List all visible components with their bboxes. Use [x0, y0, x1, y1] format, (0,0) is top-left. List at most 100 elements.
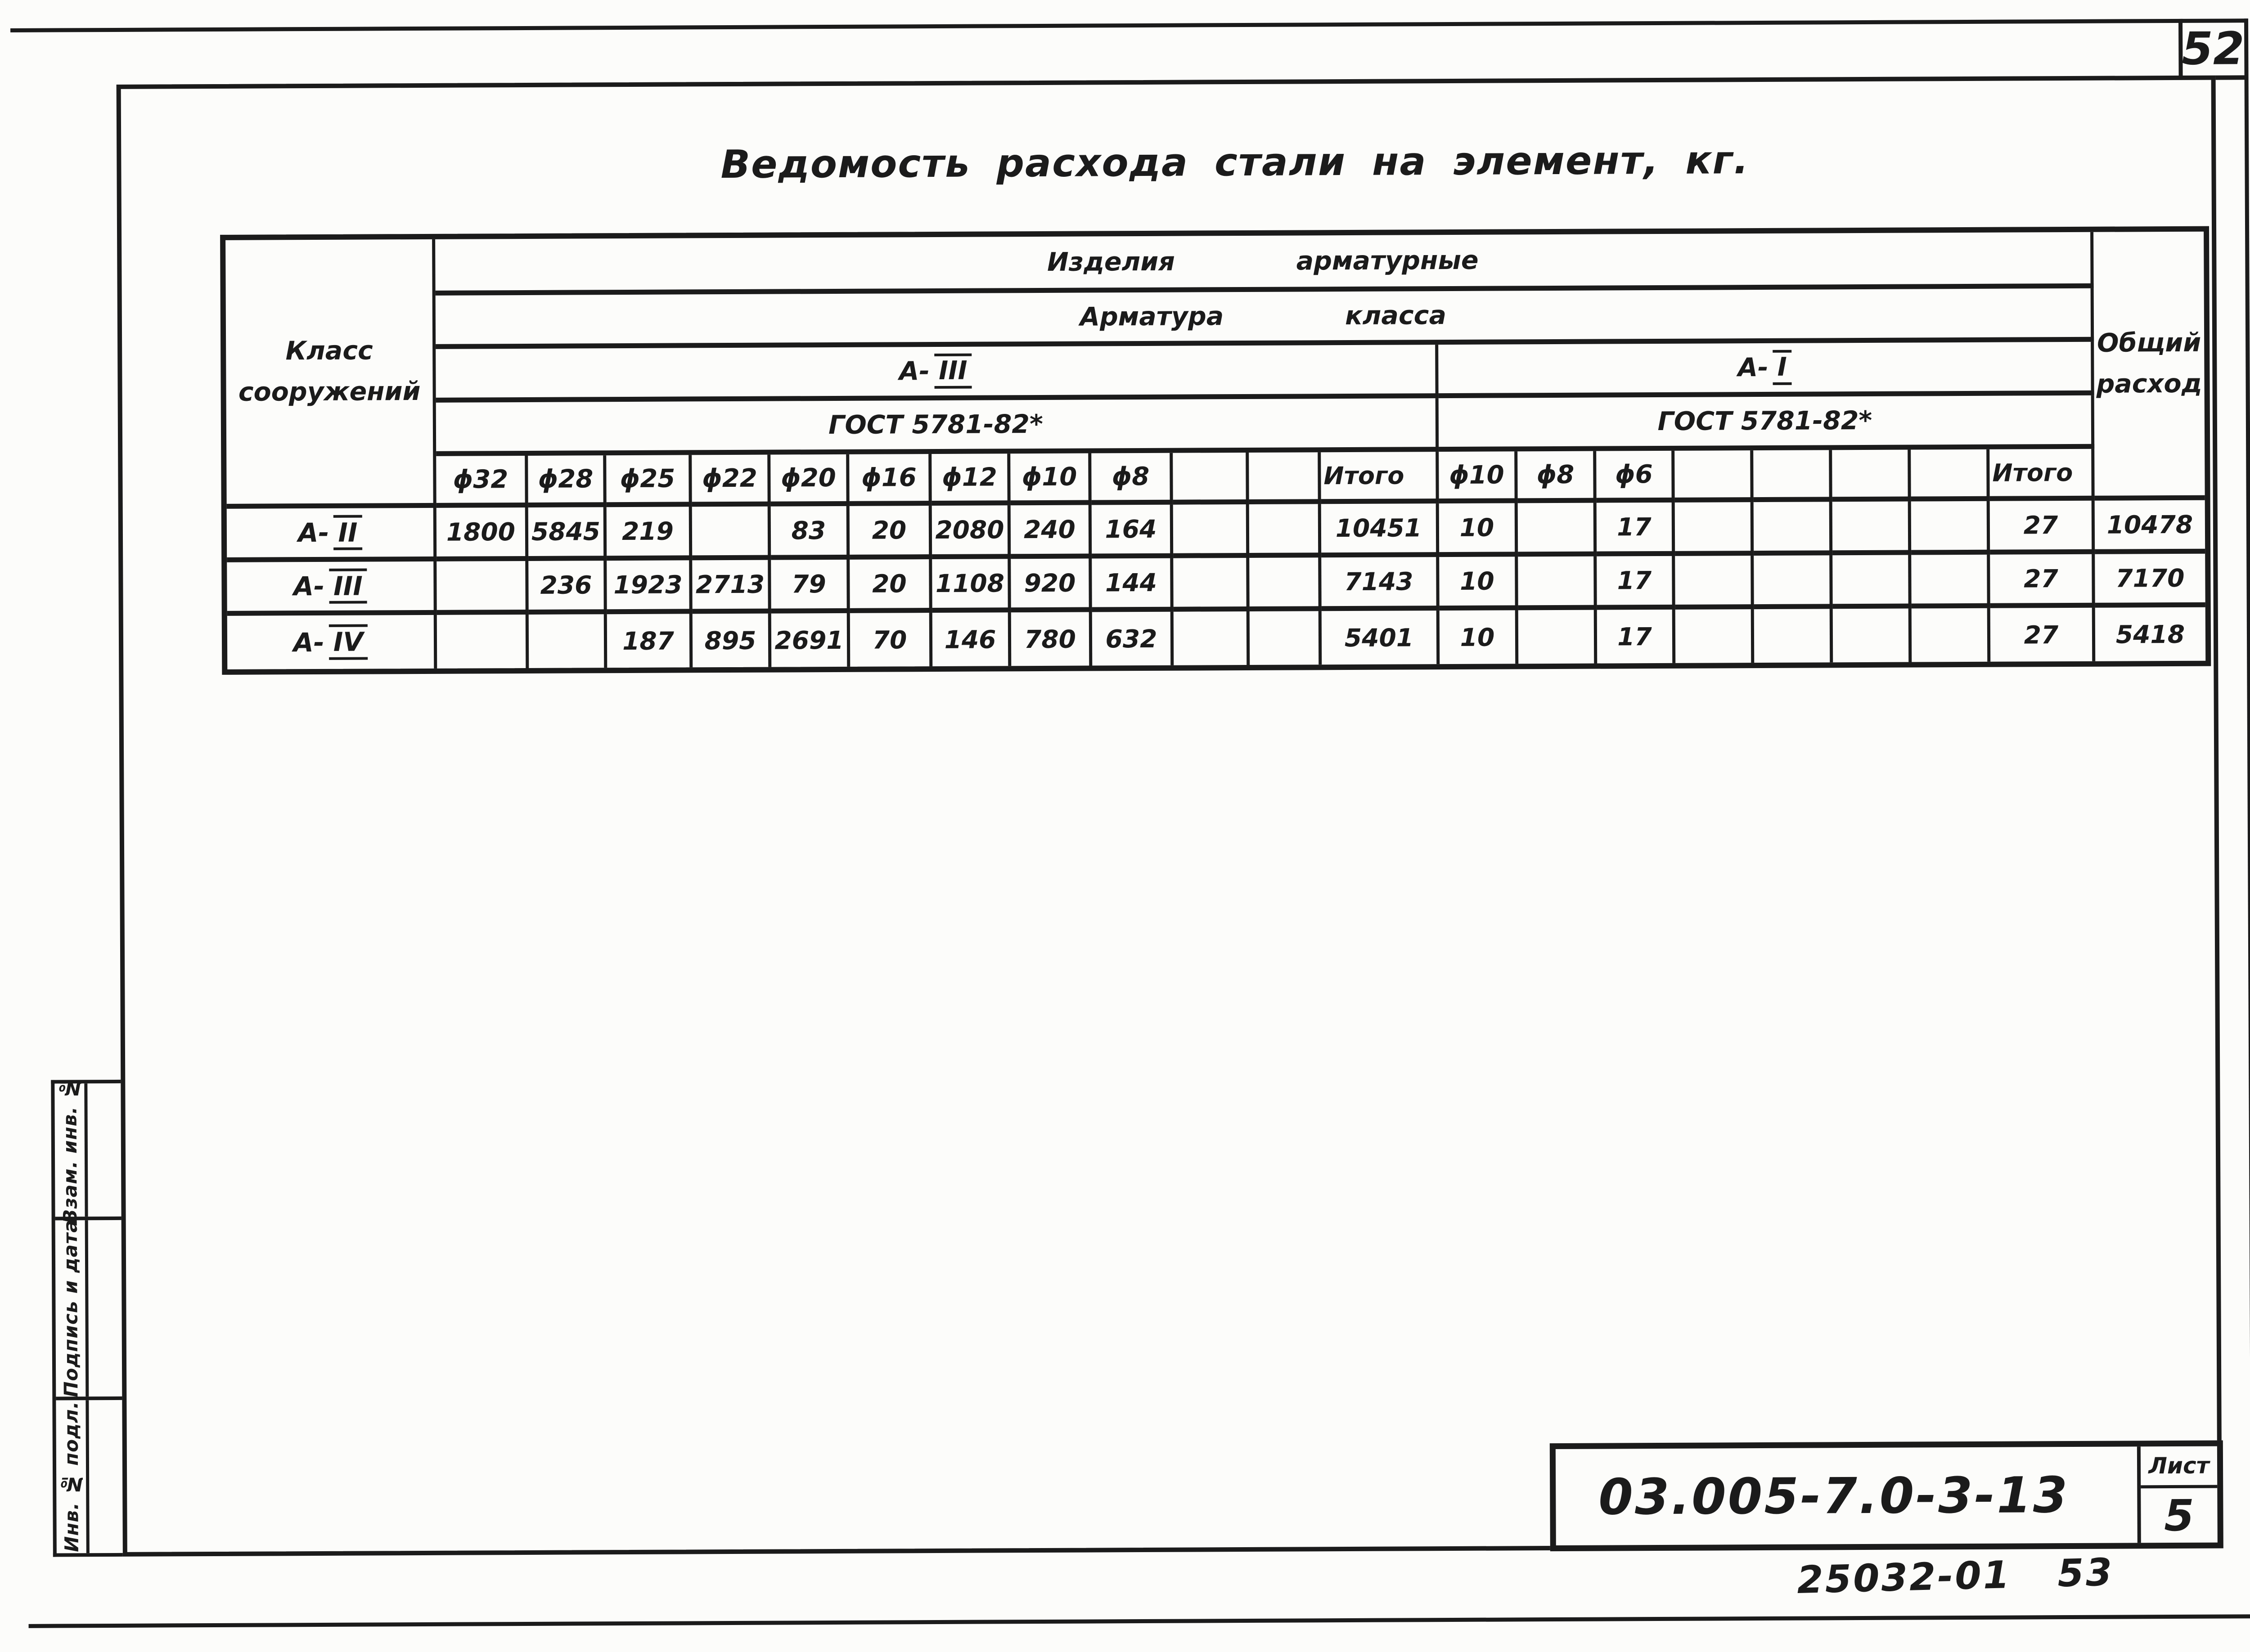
empty-cell: [528, 614, 608, 668]
sidebar-label-cell: Взам. инв. №: [54, 1077, 88, 1224]
sheet-value: 5: [2164, 1490, 2195, 1541]
value-cell: 920: [1011, 558, 1092, 613]
value-cell: 10: [1439, 610, 1519, 664]
cell-text: 5418: [2115, 620, 2185, 649]
diameter-header: ϕ25: [606, 455, 692, 507]
empty-cell: [1517, 503, 1597, 557]
empty-cell: [1753, 502, 1833, 556]
cell-text: 146: [944, 624, 996, 654]
row-class-label: А- IV: [227, 615, 437, 669]
cell-text: 27: [2024, 620, 2059, 649]
itogo-header: Итого: [1989, 449, 2095, 501]
empty-cell: [436, 614, 529, 669]
steel-consumption-table: Класс сооружений Изделия арматурные Арматур…: [220, 226, 2211, 675]
title-block: 03.005-7.0-3-13 Лист 5: [1549, 1440, 2223, 1552]
cell-text: 632: [1105, 624, 1157, 653]
sidebar-row: Подпись и дата: [55, 1220, 122, 1401]
cell-text: А-: [1737, 352, 1768, 383]
value-cell: 10451: [1321, 503, 1440, 558]
cell-text: 20: [872, 516, 907, 545]
diameter-header: ϕ8: [1517, 451, 1597, 503]
roman-numeral: III: [934, 353, 972, 389]
sidebar-label: Подпись и дата: [59, 1219, 82, 1398]
empty-cell: [1173, 557, 1250, 612]
empty-cell: [1754, 609, 1833, 663]
empty-header: [1674, 450, 1754, 503]
cell-text: 79: [792, 570, 826, 599]
sidebar-label: Инв. № подл.: [59, 1401, 83, 1553]
cell-text: ϕ16: [861, 462, 917, 493]
cell-text: ϕ12: [942, 462, 997, 492]
cell-text: Класс: [285, 336, 374, 366]
row-class-label: А- III: [227, 561, 437, 616]
cell-text: Общий: [2097, 328, 2201, 358]
diameter-header: ϕ10: [1439, 451, 1518, 504]
empty-cell: [692, 506, 771, 561]
row-total-cell: 5418: [2095, 607, 2206, 661]
value-cell: 2080: [932, 505, 1011, 560]
cell-text: 2080: [935, 515, 1004, 545]
empty-header: [1832, 449, 1911, 502]
sidebar-row: Взам. инв. №: [54, 1077, 122, 1224]
diameter-header: ϕ8: [1091, 453, 1173, 505]
value-cell: 144: [1092, 558, 1174, 612]
cell-text: ϕ22: [702, 463, 757, 493]
cell-text: 920: [1024, 568, 1076, 598]
cell-text: 10: [1460, 623, 1495, 652]
empty-header: [1911, 449, 1990, 502]
value-cell: 5401: [1321, 611, 1440, 665]
cell-text: 20: [872, 569, 907, 598]
diameter-header: ϕ32: [436, 455, 528, 508]
row-total-cell: 7170: [2095, 553, 2205, 608]
empty-cell: [1911, 501, 1990, 555]
value-cell: 219: [606, 507, 693, 561]
empty-header: [1753, 450, 1832, 503]
cell-text: 17: [1617, 512, 1652, 542]
diameter-header: ϕ16: [849, 454, 932, 506]
cell-text: ϕ20: [781, 463, 836, 493]
empty-cell: [1754, 555, 1833, 610]
cell-text: 5845: [531, 517, 601, 546]
value-cell: 79: [771, 559, 850, 614]
cell-text: ϕ6: [1615, 459, 1653, 489]
cell-text: 187: [622, 626, 675, 655]
value-cell: 632: [1092, 611, 1174, 666]
cell-text: сооружений: [238, 376, 421, 407]
cell-text: Изделия арматурные: [1047, 245, 1479, 277]
row-total-cell: 10478: [2094, 500, 2205, 554]
value-cell: 17: [1597, 609, 1676, 664]
cell-text: 236: [540, 570, 592, 600]
value-cell: 2713: [692, 560, 771, 614]
cell-text: 1923: [613, 570, 683, 600]
cell-text: 10: [1460, 566, 1494, 596]
cell-text: ϕ10: [1022, 462, 1077, 492]
cell-text: 219: [621, 516, 674, 546]
value-cell: 164: [1091, 504, 1174, 559]
empty-cell: [1911, 554, 1990, 609]
value-cell: 17: [1597, 556, 1675, 610]
cell-text: 895: [704, 626, 756, 655]
cell-text: Итого: [1992, 458, 2073, 487]
empty-cell: [1832, 555, 1912, 609]
row-header-class: Класс сооружений: [225, 239, 436, 509]
frame-top-extension-line: [2215, 75, 2248, 80]
cell-text: 2713: [695, 570, 765, 599]
cell-text: 10451: [1335, 513, 1422, 543]
value-cell: 236: [528, 561, 607, 615]
empty-cell: [1249, 557, 1322, 611]
value-cell: 27: [1990, 554, 2095, 608]
section-header-a1: А- I: [1438, 341, 2094, 399]
sidebar-empty-cell: [88, 1220, 122, 1396]
empty-cell: [1832, 608, 1912, 663]
value-cell: 27: [1990, 607, 2096, 662]
cell-text: расход: [2096, 368, 2202, 399]
cell-text: 780: [1024, 624, 1076, 654]
diameter-header: ϕ12: [932, 453, 1011, 506]
header-class-row: Арматура класса: [435, 288, 2094, 349]
title-block-main-cell: 03.005-7.0-3-13: [1555, 1446, 2141, 1546]
cell-text: 10478: [2106, 510, 2193, 539]
value-cell: 1108: [932, 559, 1011, 613]
value-cell: 83: [770, 506, 850, 560]
